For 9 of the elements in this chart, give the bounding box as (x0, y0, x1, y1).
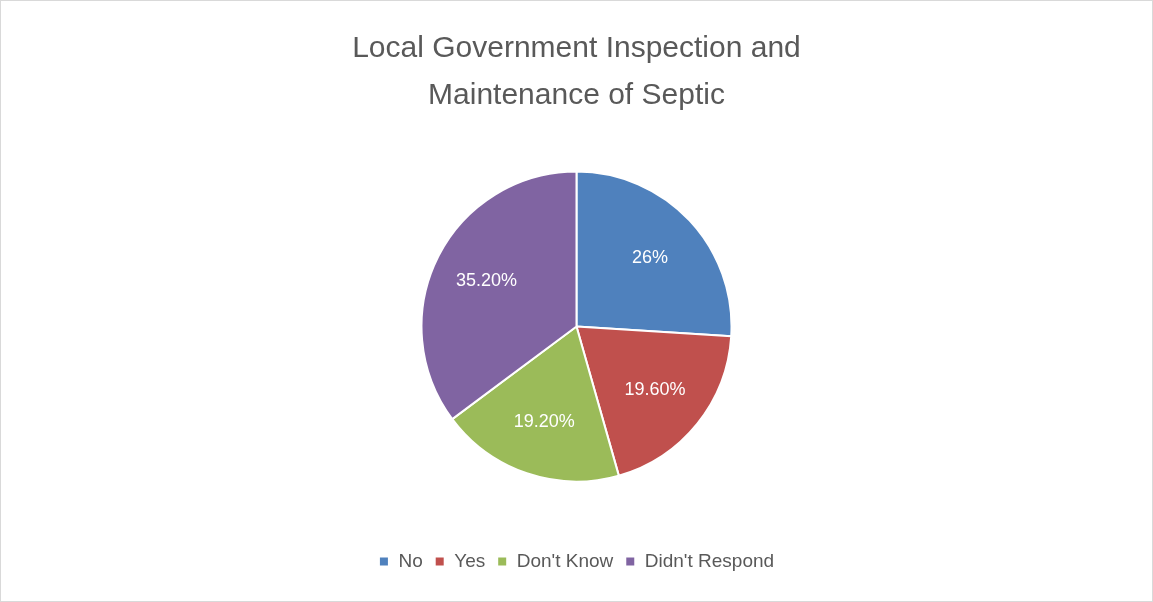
legend-label: Don't Know (516, 549, 614, 571)
data-label: 19.60% (624, 378, 686, 399)
data-label: 35.20% (455, 270, 517, 291)
legend-label: No (398, 549, 423, 571)
data-label: 26% (631, 246, 668, 267)
data-label: 19.20% (513, 410, 575, 431)
chart-title: Local Government Inspection and Maintenance of Septic (351, 29, 802, 112)
legend-label: Didn't Respond (644, 549, 775, 571)
legend-label: Yes (454, 549, 486, 571)
